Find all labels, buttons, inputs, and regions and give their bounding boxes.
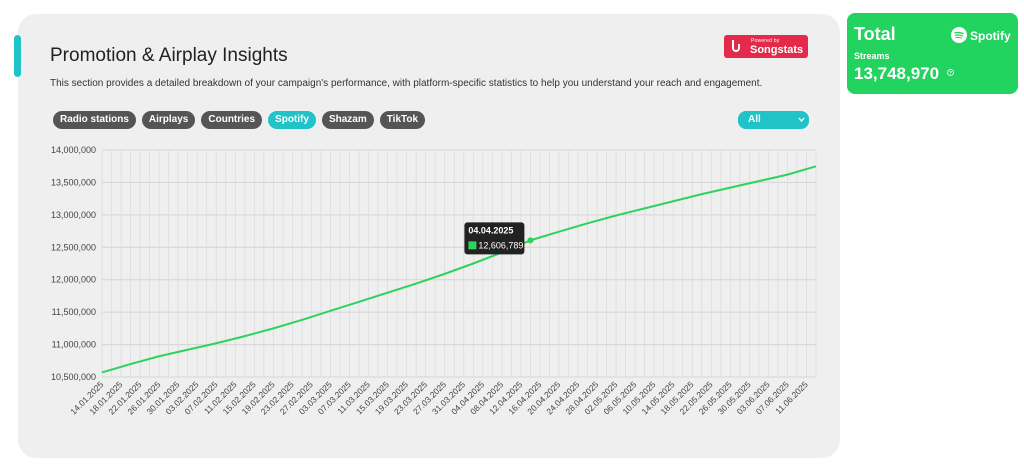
tooltip-box [464, 222, 525, 255]
tab-spotify[interactable]: Spotify [268, 111, 316, 129]
badge-powered-by: Powered by [751, 38, 780, 44]
platform-tabs: Radio stations Airplays Countries Spotif… [53, 111, 426, 129]
card-value: 13,748,970 [854, 64, 940, 83]
badge-brand: Songstats [750, 44, 804, 56]
y-tick-label: 11,000,000 [52, 340, 96, 350]
card-title: Total [854, 24, 896, 44]
spotify-icon [951, 27, 967, 43]
y-tick-label: 14,000,000 [51, 145, 96, 155]
section-description: This section provides a detailed breakdo… [50, 78, 763, 89]
y-tick-label: 13,500,000 [51, 177, 96, 187]
help-icon[interactable] [947, 69, 954, 76]
card-metric: Streams [854, 51, 890, 61]
y-tick-label: 10,500,000 [51, 372, 96, 382]
tooltip-value: 12,606,789 [478, 240, 523, 250]
y-tick-label: 11,500,000 [52, 307, 96, 317]
songstats-logo-icon [732, 40, 740, 52]
filter-value: All [748, 114, 761, 125]
tab-shazam[interactable]: Shazam [321, 111, 374, 129]
tab-countries[interactable]: Countries [201, 111, 263, 129]
tab-airplays[interactable]: Airplays [141, 111, 196, 129]
section-accent-bar [14, 35, 21, 77]
streams-series-line [101, 165, 817, 374]
page-title: Promotion & Airplay Insights [50, 45, 288, 66]
tab-radio-stations[interactable]: Radio stations [53, 111, 136, 129]
tooltip-date: 04.04.2025 [468, 225, 513, 235]
filter-select[interactable]: All [738, 111, 809, 129]
y-tick-label: 12,500,000 [51, 242, 96, 252]
y-tick-label: 13,000,000 [51, 210, 96, 220]
tooltip-point [527, 237, 534, 244]
card-platform: Spotify [970, 29, 1011, 43]
chevron-down-icon [798, 117, 805, 123]
songstats-badge[interactable]: Powered by Songstats [724, 35, 808, 58]
insights-panel [18, 14, 840, 458]
tooltip-swatch [468, 241, 477, 250]
total-streams-card: Total Spotify Streams 13,748,970 [847, 13, 1018, 94]
tab-tiktok[interactable]: TikTok [379, 111, 426, 129]
y-tick-label: 12,000,000 [51, 275, 96, 285]
